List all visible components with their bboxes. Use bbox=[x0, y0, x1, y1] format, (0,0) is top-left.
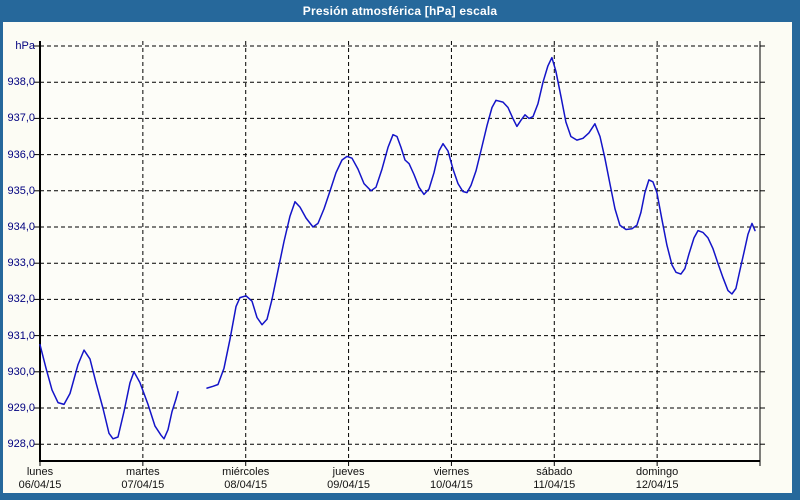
y-axis-tick-label: 937,0 bbox=[7, 112, 35, 125]
day-name: domingo bbox=[636, 466, 679, 478]
y-axis-tick-label: 928,0 bbox=[7, 438, 35, 451]
y-axis-unit-label: hPa bbox=[15, 40, 35, 52]
x-axis-day-label: martes 07/04/15 bbox=[95, 466, 191, 492]
chart-panel: hPa 938,0 937,0 936,0 935,0 934,0 933,0 932,0 93… bbox=[3, 22, 792, 493]
day-date: 11/04/15 bbox=[533, 479, 576, 491]
x-axis-day-label: sábado 11/04/15 bbox=[506, 466, 602, 492]
day-name: viernes bbox=[433, 466, 470, 478]
x-axis-day-label: jueves 09/04/15 bbox=[301, 466, 397, 492]
y-axis-tick-label: 930,0 bbox=[7, 365, 35, 378]
day-date: 09/04/15 bbox=[327, 479, 370, 491]
window-title: Presión atmosférica [hPa] escala bbox=[302, 4, 498, 18]
y-axis-tick-label: 934,0 bbox=[7, 221, 35, 233]
pressure-line-chart bbox=[34, 41, 765, 466]
pressure-series-line bbox=[206, 56, 756, 389]
y-axis-tick-label: 938,0 bbox=[7, 76, 35, 89]
y-axis-tick-label: 932,0 bbox=[7, 293, 35, 306]
day-name: lunes bbox=[26, 466, 54, 478]
title-bar: Presión atmosférica [hPa] escala bbox=[0, 0, 800, 22]
day-date: 07/04/15 bbox=[121, 479, 165, 491]
plot-background bbox=[40, 41, 760, 461]
y-axis-tick-label: 936,0 bbox=[7, 148, 35, 161]
x-axis-day-label: lunes 06/04/15 bbox=[0, 466, 88, 492]
day-name: miércoles bbox=[222, 466, 270, 478]
x-axis-day-label: domingo 12/04/15 bbox=[609, 466, 705, 492]
day-name: sábado bbox=[536, 466, 573, 478]
day-name: jueves bbox=[332, 466, 365, 478]
day-date: 06/04/15 bbox=[18, 479, 62, 491]
y-axis-tick-label: 933,0 bbox=[7, 257, 35, 270]
day-date: 10/04/15 bbox=[430, 479, 473, 491]
y-axis-tick-label: 931,0 bbox=[7, 329, 35, 342]
day-date: 12/04/15 bbox=[635, 479, 679, 491]
y-axis-tick-label: 929,0 bbox=[7, 402, 35, 414]
day-name: martes bbox=[126, 466, 160, 478]
y-axis-tick-label: 935,0 bbox=[7, 184, 35, 197]
x-axis-day-label: viernes 10/04/15 bbox=[403, 466, 499, 492]
x-axis-day-label: miércoles 08/04/15 bbox=[198, 466, 294, 492]
pressure-series-line bbox=[39, 343, 179, 440]
day-date: 08/04/15 bbox=[224, 479, 268, 491]
